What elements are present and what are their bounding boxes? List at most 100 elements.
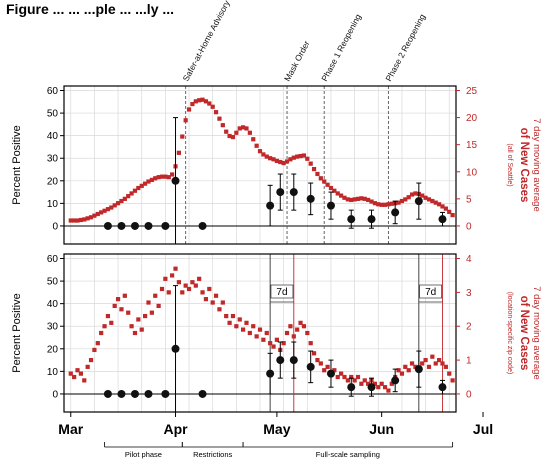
positivity-point [276,188,285,197]
positivity-point [306,194,315,203]
y-tick-label: 50 [47,277,59,288]
case-point [180,134,185,139]
y2-axis-label-line: of New Cases [518,128,530,203]
case-point [268,156,273,161]
positivity-point [438,383,447,392]
case-point [366,197,371,203]
y-tick-label: 20 [47,176,59,187]
case-point [261,337,266,342]
case-point [129,324,134,329]
case-point [382,202,388,207]
case-point [433,361,438,366]
case-point [271,344,276,349]
case-point [213,293,219,298]
figure-header: Figure ... ... ...ple ... ...ly ... [6,1,175,17]
case-point [176,280,181,285]
case-point [156,175,161,180]
case-point [308,161,313,166]
case-point [349,197,354,203]
case-point [396,200,401,205]
case-point [200,97,205,102]
case-point [345,378,350,383]
case-point [274,337,279,342]
case-point [193,99,198,104]
case-point [105,313,111,319]
case-point [163,174,168,179]
case-point [186,107,192,112]
case-point [159,286,165,292]
case-point [345,197,350,202]
case-point [430,198,435,204]
case-point [183,118,188,123]
case-point [132,188,138,193]
case-point [213,110,219,115]
case-point [281,161,286,166]
panel-bottom: 7d 7d 0 10 20 30 40 50 60 0 1 2 3 4 Percent Positive 7 … [11,253,541,413]
case-point [75,368,80,373]
case-point [78,217,83,223]
x-tick-label: Mar [58,421,83,437]
case-point [420,361,425,366]
case-point [230,313,236,319]
case-point [372,201,377,206]
case-point [119,307,124,312]
case-point [379,202,384,207]
case-point [251,137,256,142]
case-point [274,158,279,164]
case-point [75,218,80,223]
y-tick-label: 10 [47,367,59,378]
case-point [173,266,178,271]
positivity-point [306,362,315,371]
case-point [342,195,347,200]
y2-tick-label: 2 [466,322,472,333]
case-point [372,381,377,386]
case-point [183,283,188,288]
case-point [68,371,73,376]
case-point [308,341,313,346]
y2-axis-label-line: (location-specific zip code) [506,292,513,374]
case-point [207,101,212,106]
case-point [443,206,448,211]
positivity-point [391,208,400,217]
positivity-point [367,215,376,224]
y2-tick-label: 10 [466,167,478,178]
case-point [102,208,107,213]
case-point [115,297,121,302]
y-tick-label: 0 [52,221,58,232]
case-point [318,176,323,181]
event-label: Safer-at-Home Advisory [181,0,233,83]
case-point [396,368,401,373]
case-point [311,166,317,172]
case-point [190,101,195,107]
case-point [379,381,384,386]
case-point [146,179,151,184]
positivity-point [266,369,275,378]
case-point [284,330,290,336]
positivity-point [367,383,376,392]
case-point [85,216,90,221]
case-point [163,276,168,281]
case-point [295,327,300,332]
case-point [190,280,195,285]
case-point [132,330,138,336]
case-point [278,159,283,165]
y2-tick-label: 5 [466,194,472,205]
case-point [119,198,124,204]
y-tick-label: 10 [47,199,59,210]
case-point [409,361,415,366]
case-point [143,313,148,319]
case-point [217,307,222,312]
case-point [420,193,425,198]
case-point [224,313,229,319]
case-point [220,300,225,305]
case-point [180,290,185,295]
case-point [342,374,347,380]
phase-brackets: Pilot phase Restrictions Full-scale sampli… [104,442,454,459]
positivity-point [276,356,285,365]
case-point [413,364,418,369]
case-point [440,361,445,366]
positivity-point [171,344,180,353]
case-point [386,202,391,207]
case-point [426,197,432,202]
